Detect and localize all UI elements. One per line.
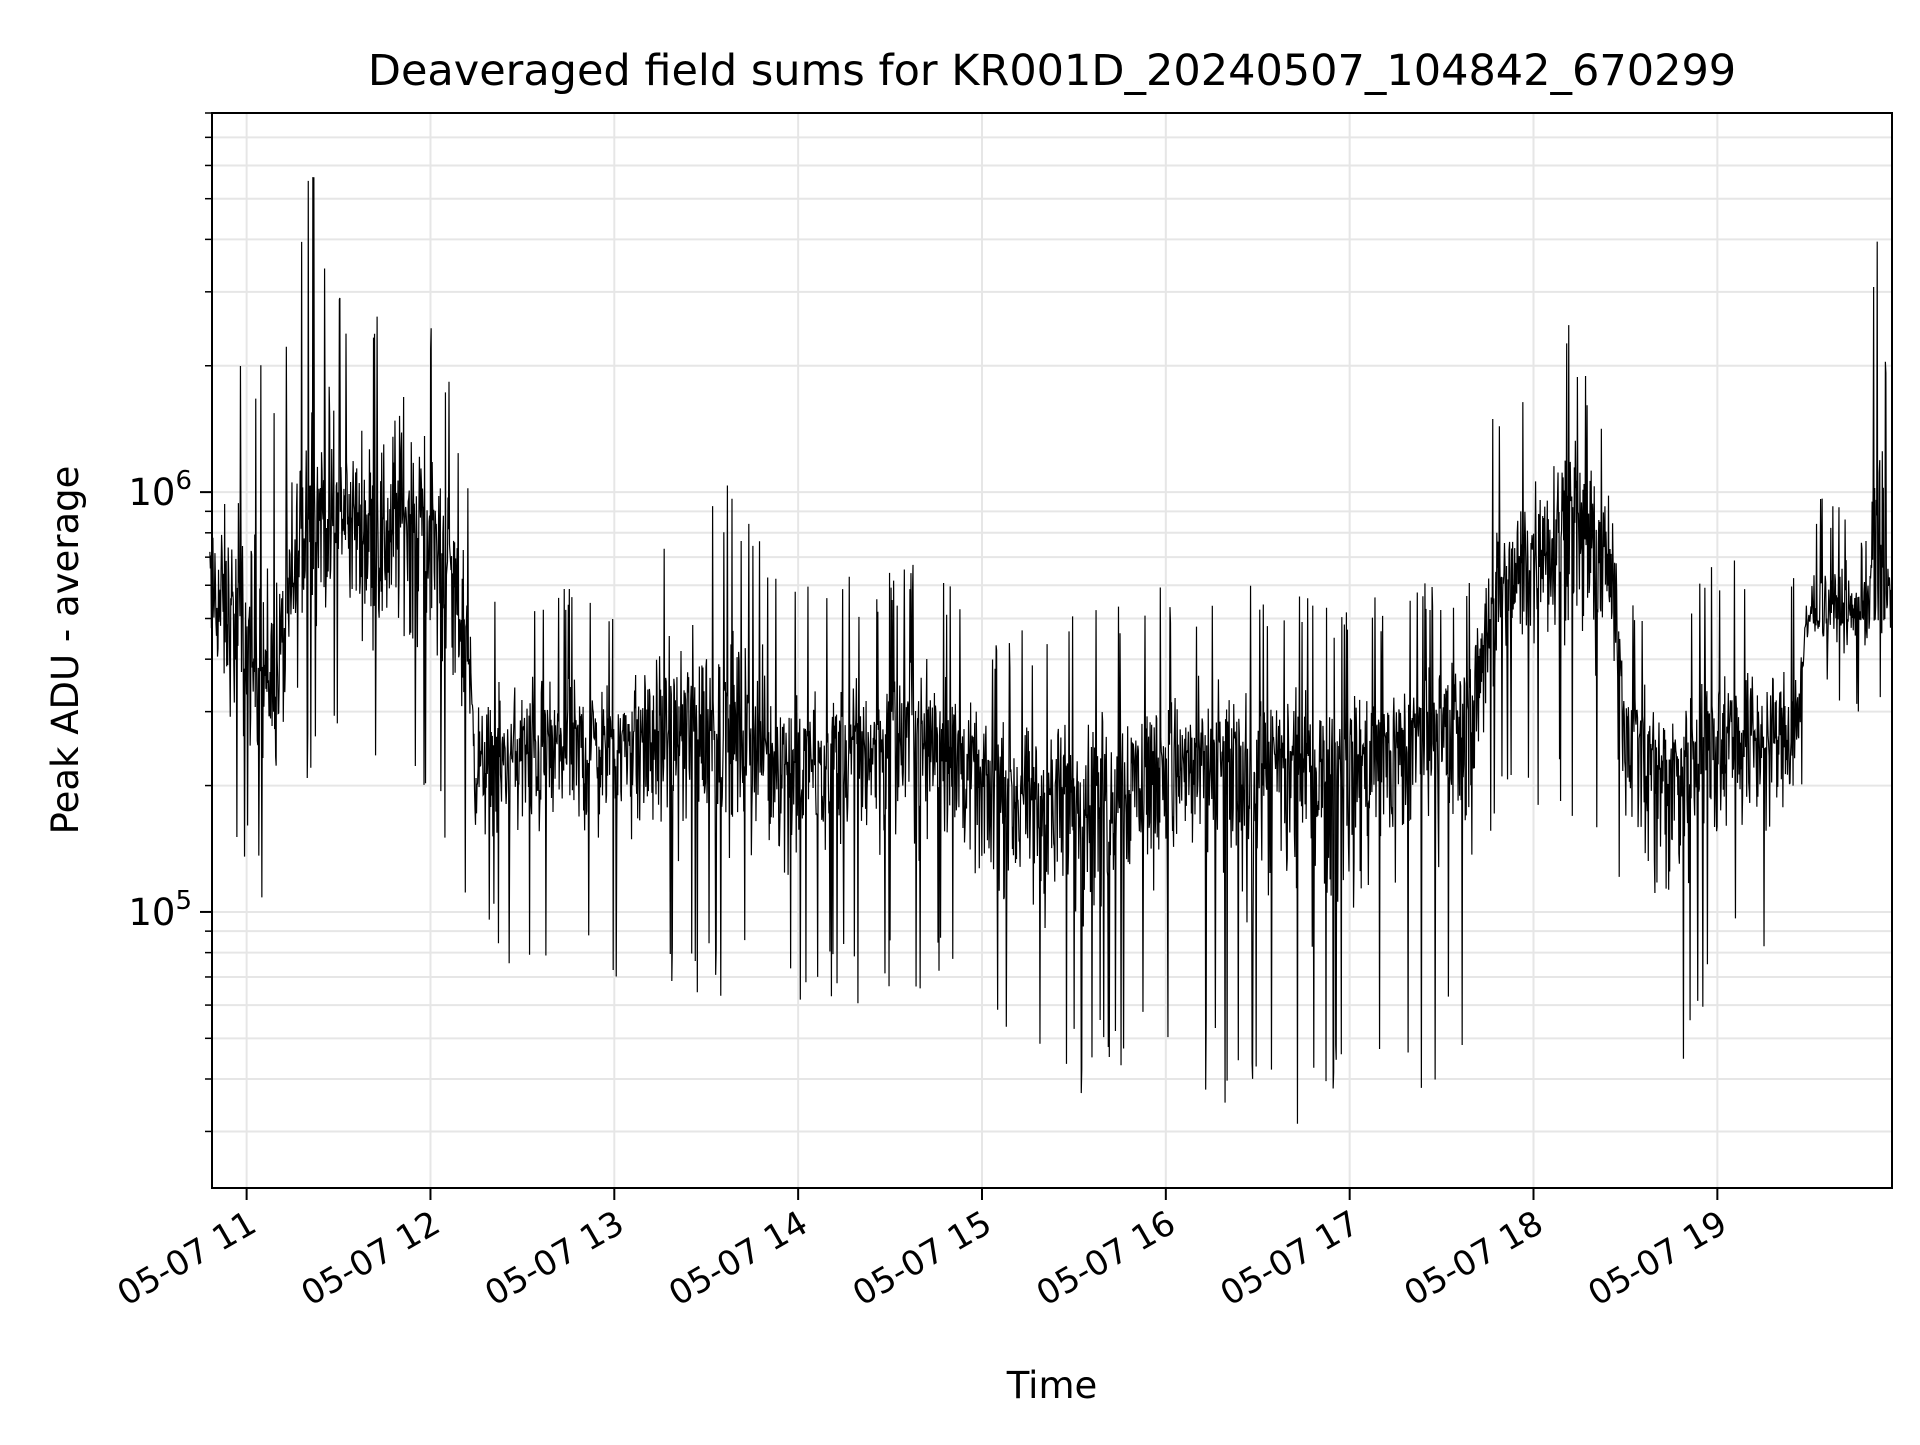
x-axis-label: Time — [1006, 1364, 1098, 1407]
series-layer — [209, 177, 1893, 1124]
y-tick-label: 106 — [128, 466, 192, 514]
grid-layer — [212, 112, 1892, 1188]
y-axis-label: Peak ADU - average — [44, 466, 87, 835]
plot-frame — [211, 112, 1893, 1189]
chart-title: Deaveraged field sums for KR001D_2024050… — [368, 46, 1736, 96]
y-tick-label: 105 — [128, 886, 192, 934]
series-line — [209, 177, 1893, 1124]
